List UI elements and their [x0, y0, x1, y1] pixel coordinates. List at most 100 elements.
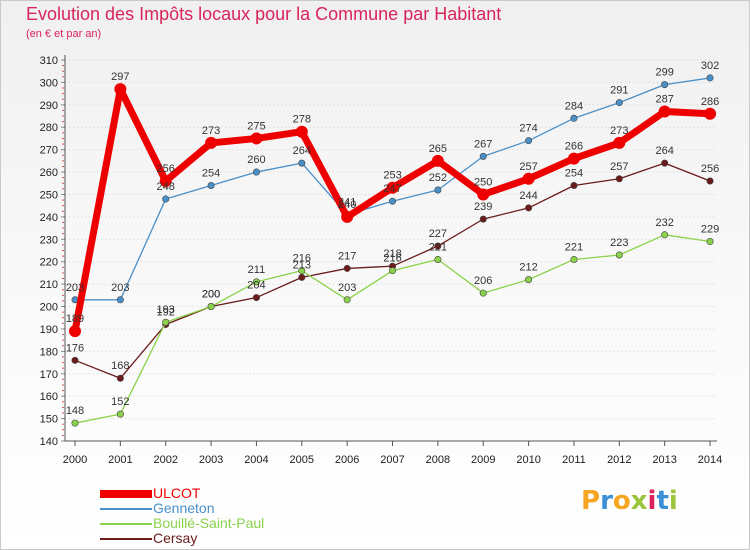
data-label: 217: [338, 250, 356, 262]
x-tick-label: 2001: [108, 454, 132, 466]
data-label: 232: [656, 217, 674, 229]
logo-letter: i: [647, 486, 657, 516]
y-tick-label: 280: [40, 122, 58, 134]
data-point: [706, 177, 714, 185]
data-point: [479, 152, 487, 160]
data-point: [295, 125, 308, 138]
data-label: 286: [701, 96, 719, 108]
data-label: 256: [701, 163, 719, 175]
data-label: 213: [293, 259, 311, 271]
data-point: [205, 136, 218, 149]
y-tick-label: 300: [40, 77, 58, 89]
grid: [65, 59, 717, 442]
x-tick-label: 2002: [153, 454, 177, 466]
x-tick-label: 2004: [244, 454, 268, 466]
y-tick-label: 290: [40, 100, 58, 112]
x-tick-label: 2014: [698, 454, 722, 466]
data-label: 291: [610, 85, 628, 97]
y-tick-label: 190: [40, 324, 58, 336]
y-tick-label: 210: [40, 279, 58, 291]
x-tick-label: 2000: [63, 454, 87, 466]
data-label: 244: [519, 190, 537, 202]
data-point: [706, 238, 714, 246]
x-tick-label: 2012: [607, 454, 631, 466]
data-point: [71, 419, 79, 427]
data-point: [159, 175, 172, 188]
data-label: 264: [293, 145, 311, 157]
data-label: 266: [565, 141, 583, 153]
data-point: [298, 159, 306, 167]
data-point: [252, 294, 260, 302]
data-label: 200: [202, 289, 220, 301]
data-point: [704, 107, 717, 120]
data-label: 256: [157, 163, 175, 175]
data-point: [434, 255, 442, 263]
data-point: [431, 154, 444, 167]
data-point: [250, 132, 263, 145]
data-label: 275: [247, 120, 265, 132]
data-point: [114, 83, 127, 96]
legend-label: Genneton: [153, 500, 215, 516]
data-point: [116, 410, 124, 418]
data-point: [661, 231, 669, 239]
data-point: [343, 296, 351, 304]
data-point: [661, 159, 669, 167]
data-label: 302: [701, 60, 719, 72]
legend-label: Cersay: [153, 530, 198, 546]
data-label: 274: [519, 123, 537, 135]
data-label: 267: [474, 138, 492, 150]
data-label: 176: [66, 342, 84, 354]
legend-label: ULCOT: [153, 485, 201, 501]
data-label: 273: [610, 125, 628, 137]
data-label: 257: [519, 161, 537, 173]
data-point: [298, 273, 306, 281]
logo-letter: o: [612, 486, 631, 516]
y-tick-label: 150: [40, 414, 58, 426]
data-label: 206: [474, 275, 492, 287]
data-label: 203: [338, 282, 356, 294]
x-tick-label: 2005: [290, 454, 314, 466]
legend-swatch: [100, 508, 152, 510]
data-point: [162, 195, 170, 203]
data-point: [252, 278, 260, 286]
data-point: [706, 74, 714, 82]
data-point: [658, 105, 671, 118]
data-label: 216: [293, 253, 311, 265]
y-tick-label: 200: [40, 302, 58, 314]
data-point: [525, 137, 533, 145]
data-label: 148: [66, 405, 84, 417]
data-label: 250: [474, 176, 492, 188]
data-point: [116, 374, 124, 382]
x-tick-label: 2013: [652, 454, 676, 466]
y-tick-label: 160: [40, 391, 58, 403]
data-point: [386, 181, 399, 194]
data-point: [69, 325, 81, 338]
x-tick-label: 2009: [471, 454, 495, 466]
y-tick-label: 220: [40, 257, 58, 269]
data-label: 278: [293, 114, 311, 126]
data-point: [479, 289, 487, 297]
data-point: [207, 182, 215, 190]
data-label: 299: [656, 67, 674, 79]
logo-letter: t: [656, 486, 669, 516]
data-point: [341, 210, 354, 223]
data-label: 218: [383, 248, 401, 260]
y-tick-label: 250: [40, 189, 58, 201]
y-tick-label: 140: [40, 436, 58, 448]
data-point: [570, 182, 578, 190]
data-point: [71, 356, 79, 364]
data-point: [207, 303, 215, 311]
data-point: [389, 197, 397, 205]
data-label: 203: [111, 282, 129, 294]
x-tick-label: 2003: [199, 454, 223, 466]
data-labels: 203 203 248 254 260 264 241 247 252 267 274 284 291 2…: [66, 60, 719, 417]
chart-title: Evolution des Impôts locaux pour la Comm…: [26, 4, 502, 24]
data-point: [615, 175, 623, 183]
x-tick-label: 2006: [335, 454, 359, 466]
x-tick-label: 2007: [380, 454, 404, 466]
data-point: [479, 215, 487, 223]
data-label: 211: [248, 264, 266, 276]
data-label: 204: [247, 280, 265, 292]
data-point: [389, 267, 397, 275]
y-tick-label: 240: [40, 212, 58, 224]
